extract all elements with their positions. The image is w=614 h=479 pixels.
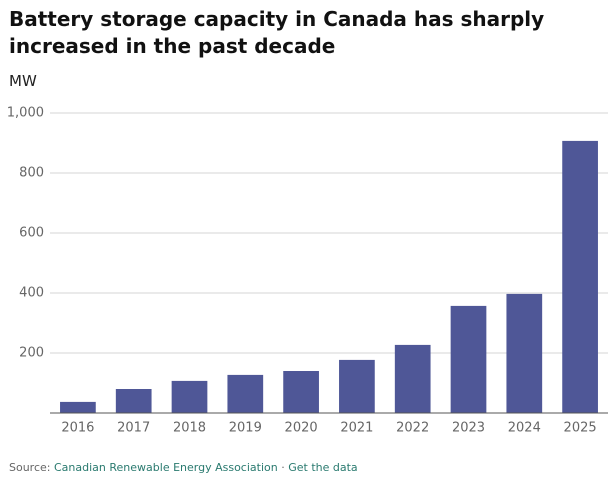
bar <box>450 305 487 413</box>
source-link[interactable]: Canadian Renewable Energy Association <box>54 461 278 474</box>
x-tick-label: 2022 <box>396 421 429 436</box>
x-tick-label: 2020 <box>285 421 318 436</box>
x-tick-label: 2017 <box>117 421 150 436</box>
bar <box>115 389 152 413</box>
source: Source: Canadian Renewable Energy Associ… <box>9 461 358 474</box>
data-link[interactable]: Get the data <box>288 461 358 474</box>
x-tick-label: 2021 <box>340 421 373 436</box>
y-axis-label: MW <box>9 72 37 90</box>
chart-title: Battery storage capacity in Canada has s… <box>9 7 545 58</box>
y-tick-label: 600 <box>19 226 44 241</box>
y-tick-label: 800 <box>19 166 44 181</box>
bar <box>227 374 264 413</box>
y-tick-label: 400 <box>19 286 44 301</box>
bar <box>339 359 375 413</box>
y-tick-label: 1,000 <box>7 106 44 121</box>
bar <box>171 380 208 413</box>
bar <box>283 371 319 413</box>
x-tick-label: 2019 <box>229 421 262 436</box>
bar <box>506 293 543 413</box>
bar <box>60 401 96 413</box>
bar <box>394 344 431 413</box>
x-tick-label: 2025 <box>564 421 597 436</box>
x-tick-label: 2024 <box>508 421 541 436</box>
bar <box>562 140 598 413</box>
y-tick-label: 200 <box>19 346 44 361</box>
separator: · <box>281 461 285 474</box>
source-label: Source: <box>9 461 51 474</box>
x-tick-label: 2016 <box>61 421 94 436</box>
x-tick-label: 2018 <box>173 421 206 436</box>
x-tick-label: 2023 <box>452 421 485 436</box>
